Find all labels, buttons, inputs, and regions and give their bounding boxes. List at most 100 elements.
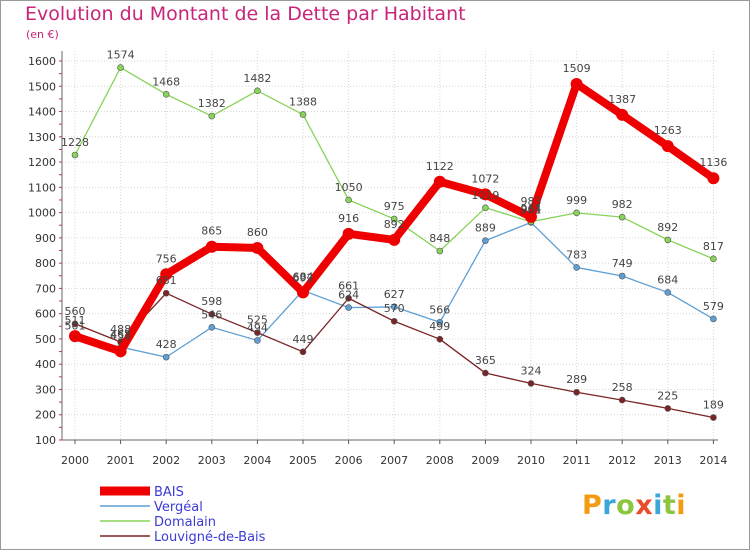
data-point [297, 286, 309, 299]
data-label: 579 [703, 300, 724, 313]
data-point [707, 172, 720, 185]
data-point [436, 247, 444, 255]
data-point [482, 204, 489, 212]
data-label: 1482 [243, 72, 271, 85]
data-label: 189 [703, 399, 724, 412]
data-point [570, 77, 583, 90]
chart-title: Evolution du Montant de la Dette par Hab… [25, 3, 466, 25]
data-point [527, 380, 535, 387]
data-point [254, 329, 261, 336]
data-label: 1072 [471, 172, 499, 185]
legend-label: BAIS [154, 485, 184, 500]
y-tick-label: 800 [35, 257, 56, 270]
data-label: 681 [156, 274, 177, 287]
logo-letter: r [602, 490, 617, 521]
data-label: 749 [612, 257, 633, 270]
data-point [710, 315, 717, 323]
data-label: 892 [657, 221, 678, 234]
data-label: 892 [384, 218, 405, 231]
data-label: 1263 [654, 124, 682, 137]
data-label: 860 [247, 226, 268, 239]
legend-label: Louvigné-de-Bais [154, 530, 266, 545]
data-label: 365 [475, 354, 496, 367]
data-point [664, 236, 672, 244]
data-label: 1122 [426, 160, 454, 173]
x-tick-label: 2001 [107, 454, 135, 467]
data-point [345, 294, 352, 302]
data-point [436, 318, 444, 326]
data-label: 624 [338, 289, 359, 302]
data-label: 525 [247, 314, 268, 327]
data-point [254, 337, 261, 344]
data-label: 494 [247, 321, 268, 334]
data-label: 889 [475, 222, 496, 235]
x-tick-label: 2014 [699, 454, 727, 467]
data-label: 570 [384, 302, 405, 315]
data-label: 1136 [699, 156, 727, 169]
x-tick-label: 2013 [654, 454, 682, 467]
data-label: 964 [521, 203, 542, 216]
data-label: 916 [338, 212, 359, 225]
x-tick-label: 2011 [563, 454, 591, 467]
data-label: 1228 [61, 136, 89, 149]
data-point [114, 345, 127, 358]
y-tick-label: 1500 [28, 80, 56, 93]
y-tick-label: 900 [35, 232, 56, 245]
y-tick-label: 1600 [28, 55, 56, 68]
data-point [345, 304, 352, 311]
plot-area [62, 51, 718, 440]
logo-letter: i [676, 490, 687, 521]
y-tick-label: 300 [35, 383, 56, 396]
y-tick-label: 100 [35, 434, 56, 447]
data-point [618, 396, 626, 404]
data-labels: 501 468 428 546 494 692 624 627 566 889 961 783 749 6… [61, 49, 727, 412]
data-point [160, 268, 173, 281]
data-label: 975 [384, 200, 405, 213]
data-point [710, 255, 717, 263]
data-point [433, 175, 446, 188]
data-label: 783 [566, 248, 587, 261]
data-point [482, 369, 489, 377]
x-tick-label: 2007 [380, 454, 408, 467]
x-tick-label: 2005 [289, 454, 317, 467]
data-label: 511 [65, 314, 86, 327]
logo-letter: o [616, 490, 636, 521]
data-point [436, 335, 444, 343]
x-tick-label: 2012 [608, 454, 636, 467]
y-tick-label: 1000 [28, 207, 56, 220]
logo-letter: x [635, 490, 654, 521]
data-label: 983 [521, 195, 542, 208]
data-point [390, 317, 398, 325]
data-point [208, 324, 216, 331]
data-point [482, 237, 489, 244]
y-tick-label: 500 [35, 333, 56, 346]
data-point [664, 289, 672, 296]
data-label: 982 [612, 198, 633, 211]
logo-letter: P [582, 490, 603, 521]
logo-letter: i [653, 490, 663, 521]
data-point [208, 310, 216, 318]
data-point [390, 215, 398, 223]
data-label: 817 [703, 240, 724, 253]
data-point [573, 388, 580, 396]
data-label: 1050 [335, 181, 363, 194]
data-point [345, 196, 352, 204]
data-label: 684 [657, 273, 678, 286]
data-point [205, 240, 218, 253]
data-label: 1019 [471, 189, 499, 202]
logo-letter: t [662, 490, 677, 521]
data-point [664, 405, 672, 412]
data-label: 865 [201, 225, 222, 238]
x-tick-label: 2004 [243, 454, 271, 467]
data-label: 1509 [563, 62, 591, 75]
data-point [299, 111, 307, 118]
data-label: 488 [110, 323, 131, 336]
y-tick-label: 400 [35, 358, 56, 371]
y-tick-label: 200 [35, 409, 56, 422]
x-tick-label: 2006 [335, 454, 363, 467]
data-point [479, 188, 492, 201]
y-tick-label: 1200 [28, 156, 56, 169]
